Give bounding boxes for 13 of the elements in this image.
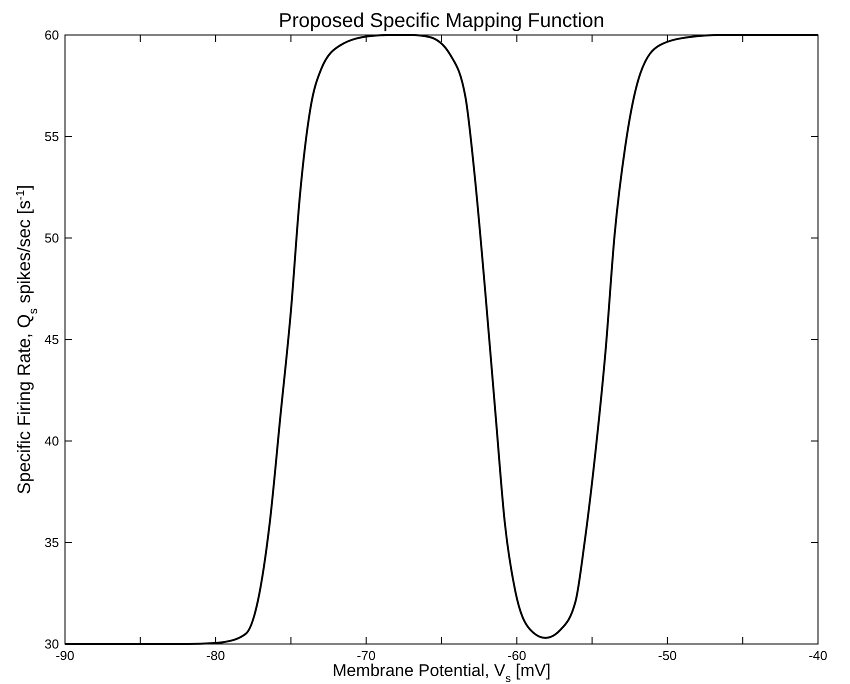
y-tick-label: 50 bbox=[44, 230, 59, 246]
y-tick-label: 35 bbox=[44, 535, 59, 550]
x-axis-title: Membrane Potential, V$_{s}$ [mV] bbox=[332, 661, 551, 684]
x-tick-label: -40 bbox=[808, 648, 828, 663]
x-tick-label: -60 bbox=[507, 648, 526, 663]
x-tick-label: -50 bbox=[658, 648, 677, 663]
y-tick-label: 60 bbox=[44, 28, 59, 43]
y-tick-label: 55 bbox=[44, 129, 59, 144]
y-tick-label: 45 bbox=[44, 332, 59, 348]
x-tick-label: -80 bbox=[206, 648, 225, 663]
x-tick-label: -70 bbox=[356, 648, 376, 663]
chart-title: Proposed Specific Mapping Function bbox=[278, 10, 604, 32]
y-tick-label: 40 bbox=[44, 434, 59, 449]
